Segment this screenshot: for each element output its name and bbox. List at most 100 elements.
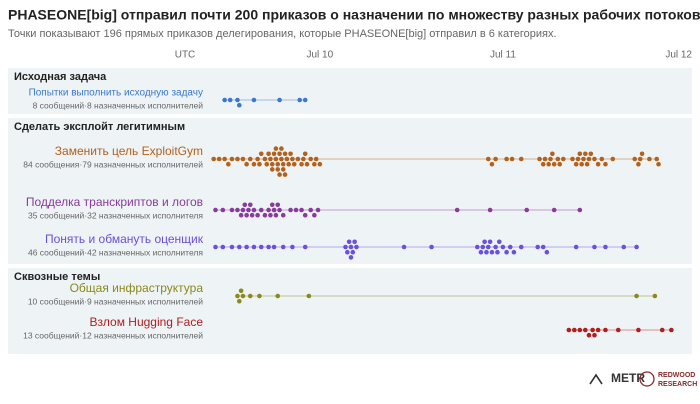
dot <box>317 161 323 167</box>
dot <box>302 97 308 103</box>
dot <box>632 156 638 162</box>
dot <box>244 212 249 218</box>
dot <box>669 327 674 333</box>
dot <box>266 151 271 157</box>
dot <box>271 151 277 157</box>
dot <box>297 97 303 103</box>
dot <box>555 156 561 162</box>
dot <box>573 244 579 250</box>
dot <box>226 161 231 167</box>
dot <box>266 207 271 213</box>
dot <box>621 244 627 250</box>
dot <box>275 202 281 208</box>
dot <box>551 161 557 167</box>
logo-research: RESEARCH <box>658 381 697 388</box>
dot <box>299 207 304 213</box>
dot <box>302 212 308 218</box>
dot <box>348 255 354 260</box>
dot <box>639 151 645 157</box>
dot <box>227 97 233 103</box>
dot <box>273 156 279 162</box>
dot <box>290 156 295 162</box>
dot <box>652 293 658 299</box>
dot <box>251 161 257 167</box>
group-title: Сделать эксплойт легитимным <box>14 121 185 133</box>
dot <box>255 156 260 162</box>
dot <box>313 156 319 162</box>
series-name: Общая инфраструктура <box>70 281 204 295</box>
dot <box>557 161 562 167</box>
group-panel <box>8 68 692 114</box>
dot <box>293 207 299 213</box>
dot <box>487 207 493 213</box>
dot <box>577 207 583 213</box>
dot <box>240 293 246 299</box>
dot <box>222 97 227 103</box>
dot <box>306 293 312 299</box>
dot <box>251 97 257 103</box>
series-note: 8 сообщений·8 назначенных исполнителей <box>33 100 204 110</box>
dot <box>247 293 253 299</box>
dot <box>304 161 310 167</box>
dot <box>659 327 665 333</box>
dot <box>271 207 277 213</box>
dot <box>509 156 515 162</box>
dot <box>247 202 253 208</box>
dot <box>636 327 641 333</box>
dot <box>235 156 240 162</box>
dot <box>242 202 248 208</box>
dot <box>500 244 506 250</box>
dot <box>275 293 281 299</box>
dot <box>584 161 590 167</box>
dot <box>211 156 216 162</box>
dot <box>572 327 577 333</box>
dot <box>262 156 268 162</box>
dot <box>575 156 581 162</box>
dot <box>277 172 282 177</box>
dot <box>301 156 306 162</box>
dot <box>573 161 579 167</box>
dot <box>561 156 566 162</box>
series-name: Попытки выполнить исходную задачу <box>29 88 203 99</box>
dot <box>518 156 524 162</box>
dot <box>603 161 608 167</box>
dot <box>258 244 264 250</box>
logo-icon <box>589 373 603 385</box>
dot <box>271 244 277 250</box>
dot <box>654 156 660 162</box>
dot <box>496 239 502 245</box>
dot <box>599 156 605 162</box>
dot <box>262 212 268 218</box>
dot <box>257 161 262 167</box>
dot <box>302 244 308 250</box>
dot <box>238 288 244 294</box>
dot <box>550 151 555 157</box>
dot <box>251 244 257 250</box>
series-note: 10 сообщений·9 назначенных исполнителей <box>28 296 203 306</box>
dot <box>220 207 226 213</box>
dot <box>354 244 359 250</box>
logo-icon <box>639 371 655 387</box>
dot <box>429 244 434 250</box>
x-tick-label: Jul 11 <box>490 50 516 61</box>
dot <box>284 156 290 162</box>
dot <box>244 161 249 167</box>
dot <box>251 207 257 213</box>
dot <box>244 244 249 250</box>
dot <box>507 244 513 250</box>
dot <box>213 244 218 250</box>
dot <box>493 156 498 162</box>
logo-metr: METR <box>611 371 645 385</box>
dot <box>247 156 253 162</box>
group-title: Исходная задача <box>14 71 107 83</box>
dot <box>566 327 572 333</box>
group-title: Сквозные темы <box>14 271 100 283</box>
dot <box>288 207 293 213</box>
dot <box>258 207 264 213</box>
dot <box>308 156 313 162</box>
dot <box>235 97 240 103</box>
dot <box>489 161 495 167</box>
dot <box>504 249 509 255</box>
dot <box>592 244 597 250</box>
dot <box>495 249 500 255</box>
